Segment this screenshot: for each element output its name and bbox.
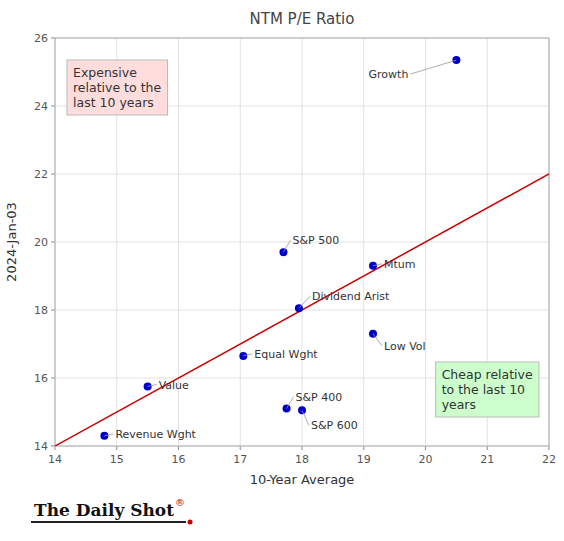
point-labels: Growth S&P 500 Mtum Dividend Arist Equal Wgh… xyxy=(104,60,456,441)
tick-label-x: 14 xyxy=(48,453,62,466)
tick-x xyxy=(363,446,364,450)
tick-label-x: 22 xyxy=(542,453,556,466)
watermark-dot xyxy=(188,520,193,525)
annotation-line: last 10 years xyxy=(73,95,154,110)
tick-label-y: 14 xyxy=(34,440,48,453)
title: NTM P/E Ratio xyxy=(250,10,355,28)
annotation-line: to the last 10 xyxy=(442,382,525,397)
annotation-line: years xyxy=(442,397,476,412)
point-label: S&P 500 xyxy=(292,234,339,247)
grid-line-y xyxy=(55,174,549,175)
tick-label-x: 19 xyxy=(357,453,371,466)
chart: 14 15 16 17 18 19 20 21 22 14 16 18 20 22 24 26 Growth S&… xyxy=(0,0,564,541)
tick-x xyxy=(55,446,56,450)
tick-label-y: 24 xyxy=(34,100,48,113)
tick-y xyxy=(51,106,55,107)
tick-x xyxy=(487,446,488,450)
point-label: Revenue Wght xyxy=(115,428,196,441)
tick-x xyxy=(178,446,179,450)
tick-label-y: 18 xyxy=(34,304,48,317)
tick-label-x: 20 xyxy=(419,453,433,466)
leader-line xyxy=(104,434,113,436)
leader-line xyxy=(148,385,157,387)
annotation: Cheap relativeto the last 10years xyxy=(442,367,533,412)
watermark: The Daily Shot xyxy=(34,500,174,520)
x-axis-label: 10-Year Average xyxy=(250,472,355,487)
point-label: Mtum xyxy=(384,258,416,271)
grid xyxy=(51,38,549,450)
leader-line xyxy=(410,60,456,74)
annotation-box: Expensiverelative to thelast 10 years xyxy=(67,60,167,115)
tick-y xyxy=(51,242,55,243)
point-label: Dividend Arist xyxy=(312,290,390,303)
point-label: S&P 600 xyxy=(311,419,358,432)
point-label: Value xyxy=(159,379,189,392)
tick-x xyxy=(240,446,241,450)
leader-line xyxy=(283,240,290,252)
tick-y xyxy=(51,174,55,175)
annotation: Expensiverelative to thelast 10 years xyxy=(73,65,161,110)
leader-line xyxy=(299,296,310,308)
background xyxy=(0,0,564,541)
tick-y xyxy=(51,38,55,39)
tick-label-y: 26 xyxy=(34,32,48,45)
y-axis-label: 2024-Jan-03 xyxy=(4,202,19,282)
tick-y xyxy=(51,446,55,447)
annotation-line: Expensive xyxy=(73,65,137,80)
point-label: S&P 400 xyxy=(296,391,343,404)
point xyxy=(279,248,287,256)
tick-label-x: 17 xyxy=(233,453,247,466)
tick-y xyxy=(51,310,55,311)
reference-line xyxy=(55,174,549,446)
point-label: Low Vol xyxy=(384,340,426,353)
leader-line xyxy=(243,354,252,356)
point-label: Growth xyxy=(369,68,409,81)
tick-label-x: 21 xyxy=(480,453,494,466)
tick-x xyxy=(549,446,550,450)
annotation-line: Cheap relative xyxy=(442,367,533,382)
annotation-background xyxy=(67,60,167,115)
annotation-background xyxy=(436,362,539,417)
plot-area xyxy=(55,56,549,446)
leader-line xyxy=(287,397,294,409)
tick-x xyxy=(116,446,117,450)
tick-label-x: 18 xyxy=(295,453,309,466)
watermark-symbol: ® xyxy=(175,497,185,508)
point-label: Equal Wght xyxy=(254,348,318,361)
tick-label-x: 16 xyxy=(172,453,186,466)
leader-line xyxy=(302,410,309,425)
tick-label-y: 20 xyxy=(34,236,48,249)
tick-x xyxy=(302,446,303,450)
leader-line xyxy=(373,334,382,346)
tick-label-y: 16 xyxy=(34,372,48,385)
tick-x xyxy=(425,446,426,450)
annotation-box: Cheap relativeto the last 10years xyxy=(436,362,539,417)
tick-y xyxy=(51,378,55,379)
annotation-line: relative to the xyxy=(73,80,161,95)
watermark-underline xyxy=(31,521,186,523)
tick-label-y: 22 xyxy=(34,168,48,181)
plot-frame xyxy=(55,38,549,446)
tick-label-x: 15 xyxy=(110,453,124,466)
leader-line xyxy=(373,264,382,266)
